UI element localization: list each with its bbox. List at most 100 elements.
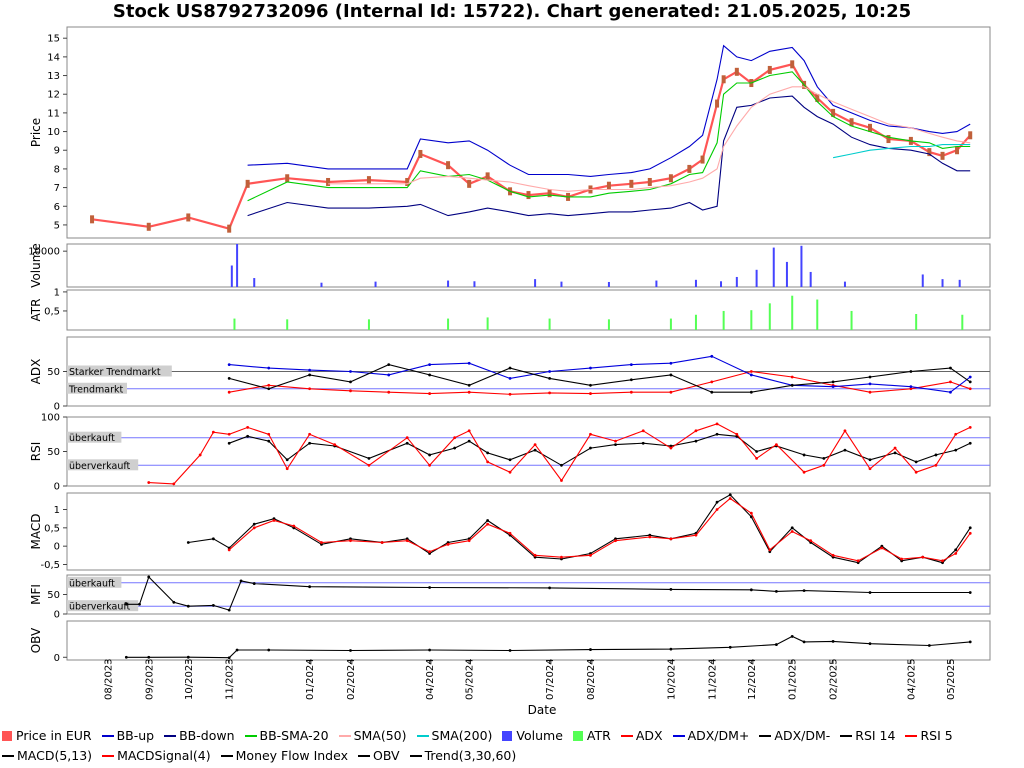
adx-series-adx-point: [428, 392, 432, 395]
price-candle: [700, 155, 705, 164]
x-tick-label: 08/2024: [586, 658, 597, 700]
volume-bar: [720, 281, 723, 287]
rsi-series-rsi-5-point: [285, 467, 289, 471]
atr-bar: [722, 310, 725, 330]
rsi-series-rsi-5-point: [755, 457, 759, 460]
volume-bar: [735, 276, 738, 287]
adx-series-adx-dm--point: [710, 354, 714, 358]
macd-series-macdsignal-4--point: [954, 552, 958, 555]
macd-series-macdsignal-4--point: [428, 550, 432, 554]
macd-series-macd-5-13--point: [749, 515, 753, 519]
x-tick-label: 11/2023: [225, 658, 236, 700]
rsi-series-rsi-14-point: [227, 441, 231, 445]
macd-series-macdsignal-4--point: [533, 553, 537, 557]
x-tick-label: 09/2023: [144, 658, 155, 700]
macd-series-macdsignal-4--point: [446, 542, 450, 546]
macd-series-macdsignal-4--point: [320, 541, 323, 544]
rsi-reference-label: überverkauft: [69, 461, 131, 472]
rsi-series-rsi-14-point: [367, 457, 371, 460]
volume-bar: [534, 279, 537, 287]
legend-swatch: [244, 735, 257, 737]
rsi-series-rsi-5-point: [735, 432, 739, 436]
atr-y-tick-label: 1: [54, 287, 60, 298]
legend-item: OBV: [357, 746, 400, 766]
adx-series-adx-dm--point: [428, 363, 432, 366]
atr-bar: [915, 314, 918, 330]
volume-bar: [755, 269, 758, 287]
x-tick-label: 05/2024: [465, 658, 476, 700]
price-y-tick-label: 10: [47, 127, 60, 138]
obv-series-obv-point: [968, 640, 972, 644]
obv-series-obv-point: [728, 645, 732, 649]
atr-bar: [694, 314, 697, 330]
legend-swatch: [672, 735, 685, 737]
legend-swatch: [164, 735, 177, 737]
legend-label: Volume: [516, 728, 563, 743]
macd-series-macdsignal-4--point: [768, 548, 772, 552]
chart-title: Stock US8792732096 (Internal Id: 15722).…: [112, 1, 912, 22]
legend-label: ATR: [586, 728, 611, 743]
x-tick-label: 04/2024: [425, 658, 436, 700]
legend-label: Money Flow Index: [235, 748, 348, 763]
rsi-series-rsi-5-point: [246, 425, 250, 429]
price-candle: [485, 172, 490, 181]
adx-series-adx-dm--point: [589, 383, 592, 387]
atr-bar: [607, 319, 610, 330]
atr-bar: [286, 319, 289, 330]
legend-label: Trend(3,30,60): [424, 748, 517, 763]
macd-y-tick-label: -0,5: [40, 560, 60, 571]
adx-series-adx-dm--point: [267, 387, 271, 391]
price-candle: [526, 191, 531, 200]
adx-series-adx-dm--point: [629, 378, 633, 382]
volume-y-tick-label: 10000: [28, 247, 60, 258]
legend-item: Money Flow Index: [220, 746, 348, 766]
macd-series-macd-5-13--point: [252, 522, 256, 526]
legend-label: BB-down: [179, 728, 235, 743]
rsi-series-rsi-14-point: [267, 439, 271, 443]
rsi-series-rsi-5-point: [715, 422, 719, 426]
adx-series-adx-point: [387, 390, 391, 394]
mfi-reference-label: überkauft: [69, 578, 115, 589]
mfi-series-money-flow-index-point: [186, 604, 190, 608]
price-y-tick-label: 5: [54, 220, 60, 231]
legend-item: RSI 5: [905, 726, 953, 746]
rsi-series-rsi-5-point: [694, 429, 698, 433]
adx-series-adx-dm--point: [868, 382, 872, 386]
rsi-series-rsi-14-point: [893, 451, 897, 455]
macd-series-macdsignal-4--point: [486, 522, 490, 526]
atr-panel-frame: [66, 289, 991, 331]
rsi-series-rsi-5-point: [508, 470, 512, 474]
rsi-reference-label-bg: [67, 431, 122, 443]
price-candle: [886, 135, 891, 144]
obv-series-obv-point: [802, 640, 806, 644]
price-candle: [547, 189, 552, 198]
macd-series-macdsignal-4--point: [880, 546, 884, 550]
rsi-series-rsi-5-point: [428, 463, 432, 467]
x-tick-label: 11/2024: [707, 658, 718, 700]
volume-bar: [560, 281, 563, 287]
adx-series-adx-dm--point: [749, 373, 753, 377]
obv-series-obv-point: [186, 655, 190, 659]
adx-series-adx-dm--point: [909, 385, 913, 389]
mfi-series-money-flow-index-point: [147, 575, 151, 579]
price-candle: [467, 179, 472, 188]
rsi-series-rsi-14-point: [968, 441, 972, 445]
price-candle: [326, 177, 331, 186]
rsi-series-rsi-5-point: [308, 432, 312, 436]
rsi-y-tick-label: 50: [47, 447, 60, 458]
macd-series-macdsignal-4--point: [614, 539, 617, 543]
adx-series-adx-point: [629, 390, 633, 394]
atr-y-tick-label: 0,5: [44, 306, 60, 317]
mfi-series-money-flow-index-point: [669, 588, 673, 591]
adx-series-adx-point: [669, 390, 673, 394]
legend-label: MACDSignal(4): [117, 748, 211, 763]
rsi-series-rsi-5-point: [560, 479, 563, 482]
rsi-series-rsi-5-point: [802, 470, 806, 474]
adx-series-adx-point: [349, 389, 352, 393]
atr-bar: [233, 318, 236, 330]
rsi-series-rsi-5-point: [172, 482, 176, 486]
legend-item: BB-down: [164, 726, 235, 746]
rsi-series-rsi-14-point: [246, 434, 250, 438]
rsi-series-rsi-5-point: [641, 429, 645, 433]
price-candle: [831, 108, 836, 117]
